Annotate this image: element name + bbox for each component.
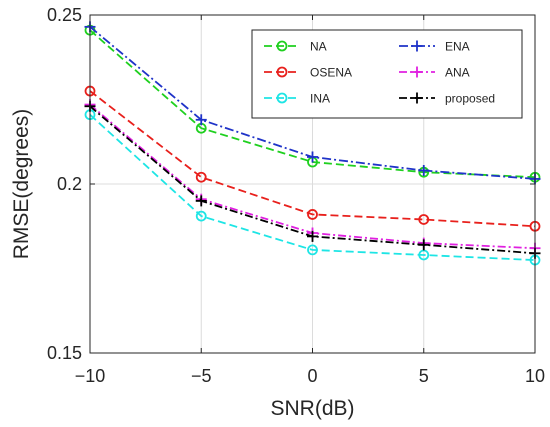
y-tick-label: 0.15 <box>47 343 82 363</box>
legend-marker-na <box>276 40 288 52</box>
x-tick-label: 5 <box>419 366 429 386</box>
x-tick-label: −10 <box>75 366 106 386</box>
data-point-osena <box>307 209 318 220</box>
legend-item-proposed: proposed <box>399 92 495 106</box>
legend-label-ina: INA <box>310 92 330 106</box>
legend-item-ina: INA <box>264 92 330 106</box>
series-line-osena <box>89 90 536 228</box>
legend-marker-ina <box>276 92 288 104</box>
legend-label-na: NA <box>310 40 327 54</box>
legend-item-osena: OSENA <box>264 66 352 80</box>
legend-label-proposed: proposed <box>445 92 495 106</box>
legend-marker-proposed <box>411 92 423 104</box>
data-point-proposed <box>418 239 430 251</box>
data-point-proposed <box>195 195 207 207</box>
y-axis-label: RMSE(degrees) <box>10 109 33 260</box>
legend-marker-ana <box>411 66 423 78</box>
data-point-ena <box>418 164 430 176</box>
legend-item-ena: ENA <box>399 40 470 54</box>
legend-marker-ena <box>411 40 423 52</box>
legend-label-osena: OSENA <box>310 66 352 80</box>
legend: NA ENA OSENA ANA INA proposed <box>251 29 523 119</box>
legend-label-ena: ENA <box>445 40 470 54</box>
y-tick-label: 0.2 <box>57 174 82 194</box>
legend-item-ana: ANA <box>399 66 470 80</box>
data-point-ina <box>307 244 318 256</box>
data-point-ina <box>195 210 207 222</box>
data-point-ena <box>307 151 318 163</box>
axis-ticks: −10 −5 0 5 10 0.15 0.2 0.25 <box>47 5 545 386</box>
x-tick-label: 10 <box>525 366 545 386</box>
y-tick-label: 0.25 <box>47 5 82 25</box>
series-layer <box>84 21 541 266</box>
data-point-ina <box>418 249 430 261</box>
data-point-ena <box>195 114 207 126</box>
legend-item-na: NA <box>264 40 327 54</box>
legend-marker-osena <box>276 66 288 78</box>
x-axis-label: SNR(dB) <box>270 397 354 420</box>
data-point-osena <box>418 214 430 225</box>
x-tick-label: 0 <box>307 366 317 386</box>
legend-box <box>251 29 523 119</box>
legend-label-ana: ANA <box>445 66 470 80</box>
data-point-proposed <box>307 230 318 242</box>
series-line-ina <box>89 114 536 261</box>
x-tick-label: −5 <box>191 366 212 386</box>
data-point-osena <box>195 171 207 183</box>
